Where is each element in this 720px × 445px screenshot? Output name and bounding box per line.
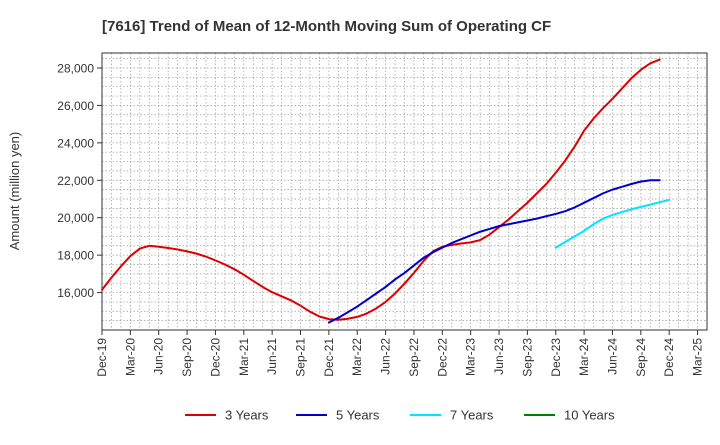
- x-tick-label: Sep-24: [634, 338, 648, 377]
- y-axis-label: Amount (million yen): [7, 132, 22, 251]
- x-tick-label: Sep-21: [294, 338, 308, 377]
- x-tick-label: Dec-21: [322, 338, 336, 377]
- x-axis-ticks: Dec-19 Mar-20 Jun-20 Sep-20 Dec-20 Mar-21 Jun-…: [95, 330, 705, 377]
- x-tick-label: Mar-20: [123, 338, 137, 376]
- y-tick-label: 20,000: [57, 211, 94, 225]
- legend-label: 7 Years: [450, 408, 494, 423]
- y-tick-label: 28,000: [57, 61, 94, 75]
- x-tick-label: Jun-22: [379, 338, 393, 375]
- x-tick-label: Sep-23: [520, 338, 534, 377]
- y-axis-ticks: 16,000 18,000 20,000 22,000 24,000 26,000 28,0…: [57, 61, 102, 300]
- y-tick-label: 22,000: [57, 174, 94, 188]
- series-layer: [101, 58, 671, 324]
- x-tick-label: Sep-22: [407, 338, 421, 377]
- plot-area-frame: [101, 52, 708, 331]
- y-tick-label: 26,000: [57, 99, 94, 113]
- x-tick-label: Dec-19: [95, 338, 109, 377]
- y-tick-label: 16,000: [57, 286, 94, 300]
- x-tick-label: Mar-21: [237, 338, 251, 376]
- legend: 3 Years 5 Years 7 Years 10 Years: [185, 408, 615, 423]
- x-tick-label: Sep-20: [180, 338, 194, 377]
- x-tick-label: Mar-24: [577, 338, 591, 376]
- legend-label: 10 Years: [564, 408, 615, 423]
- x-tick-label: Jun-24: [605, 338, 619, 375]
- y-tick-label: 18,000: [57, 249, 94, 263]
- series-line-3-years: [101, 58, 661, 321]
- x-tick-label: Mar-25: [691, 338, 705, 376]
- legend-label: 3 Years: [225, 408, 269, 423]
- x-tick-label: Jun-23: [492, 338, 506, 375]
- x-tick-label: Jun-20: [152, 338, 166, 375]
- chart-title: [7616] Trend of Mean of 12-Month Moving …: [102, 18, 551, 35]
- y-tick-label: 24,000: [57, 136, 94, 150]
- x-tick-label: Mar-22: [350, 338, 364, 376]
- x-tick-label: Dec-23: [549, 338, 563, 377]
- x-tick-label: Dec-22: [435, 338, 449, 377]
- legend-label: 5 Years: [336, 408, 380, 423]
- x-tick-label: Dec-24: [662, 338, 676, 377]
- x-tick-label: Dec-20: [208, 338, 222, 377]
- series-line-7-years: [554, 198, 671, 249]
- series-line-5-years: [327, 179, 661, 324]
- x-tick-label: Mar-23: [464, 338, 478, 376]
- x-tick-label: Jun-21: [265, 338, 279, 375]
